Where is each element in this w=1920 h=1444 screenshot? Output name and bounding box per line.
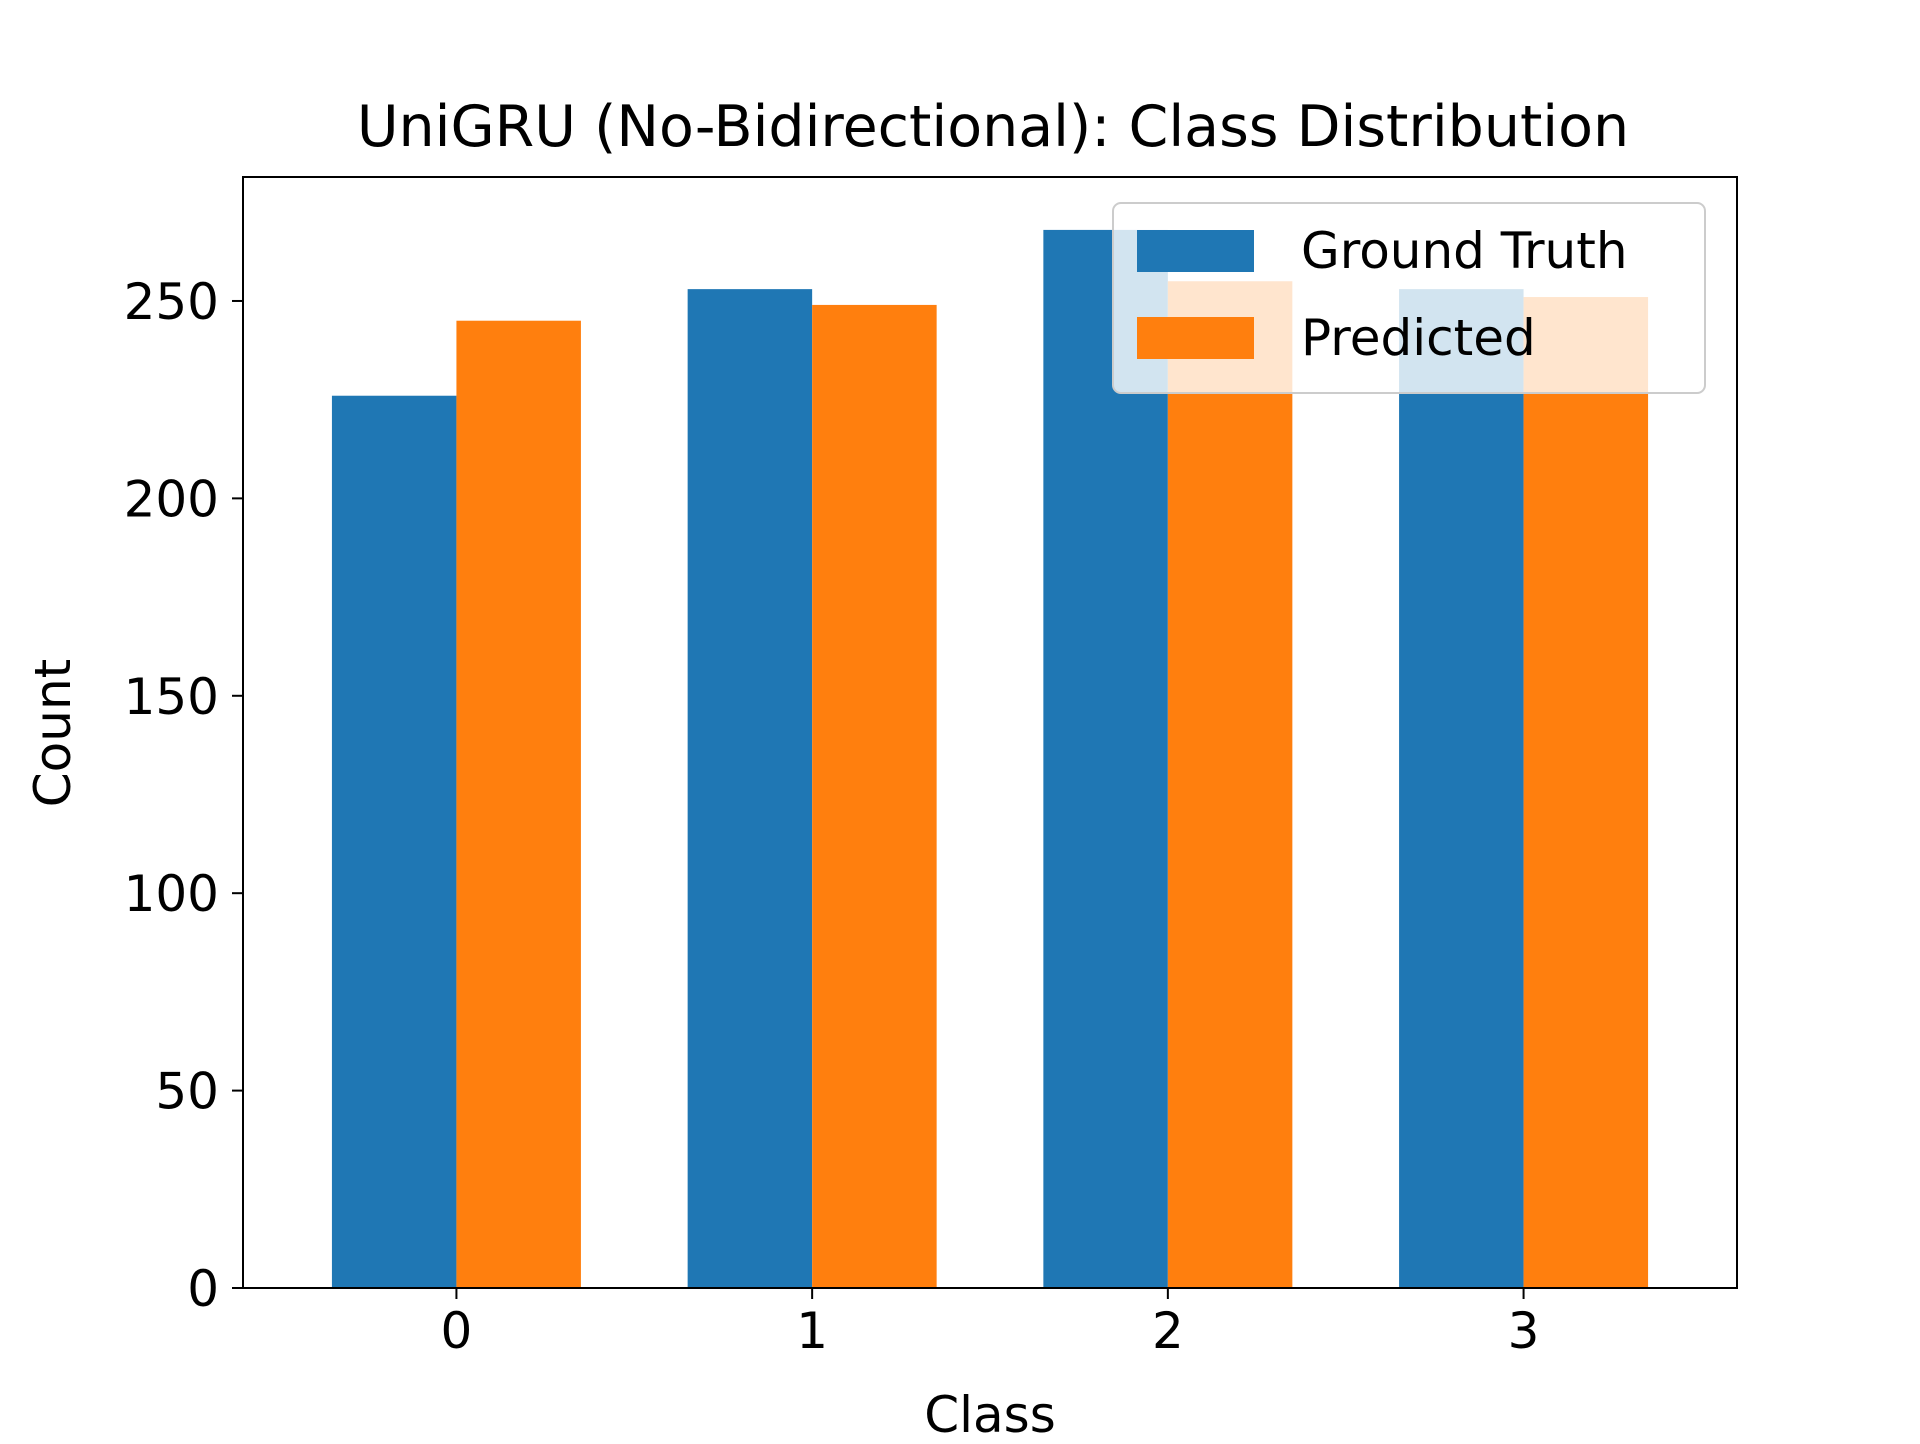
x-tick-label: 3 — [1508, 1302, 1540, 1360]
bar-ground-truth-class-2 — [1043, 229, 1168, 1288]
bar-predicted-class-0 — [456, 320, 581, 1289]
legend-label-predicted: Predicted — [1301, 309, 1536, 367]
legend-label-ground-truth: Ground Truth — [1301, 222, 1628, 280]
legend-box — [1112, 202, 1706, 394]
bar-predicted-class-3 — [1523, 297, 1649, 1289]
y-tick-label: 0 — [187, 1260, 219, 1318]
legend: Ground Truth Predicted — [1112, 202, 1706, 394]
y-tick-label: 150 — [124, 668, 219, 726]
bar-ground-truth-class-1 — [687, 289, 813, 1289]
x-axis-label: Class — [924, 1386, 1056, 1440]
y-axis-label: Count — [24, 659, 82, 808]
y-tick-label: 50 — [155, 1063, 219, 1121]
x-tick-label: 2 — [1152, 1302, 1184, 1360]
bars-layer — [331, 229, 1649, 1289]
bar-ground-truth-class-0 — [331, 395, 457, 1288]
x-tick-label: 0 — [441, 1302, 473, 1360]
plot-frame — [242, 176, 1738, 1289]
ticks-layer: 0 1 2 3 0 50 100 150 200 250 — [124, 273, 1540, 1360]
bar-predicted-class-2 — [1167, 281, 1293, 1288]
y-tick-label: 250 — [124, 273, 219, 331]
y-tick-label: 200 — [124, 470, 219, 528]
bar-ground-truth-class-3 — [1399, 289, 1524, 1289]
bar-predicted-class-1 — [812, 304, 937, 1289]
chart-title: UniGRU (No-Bidirectional): Class Distrib… — [357, 94, 1629, 160]
legend-swatch-predicted — [1137, 317, 1254, 359]
x-tick-label: 1 — [796, 1302, 828, 1360]
y-tick-label: 100 — [124, 865, 219, 923]
legend-swatch-ground-truth — [1137, 230, 1254, 272]
